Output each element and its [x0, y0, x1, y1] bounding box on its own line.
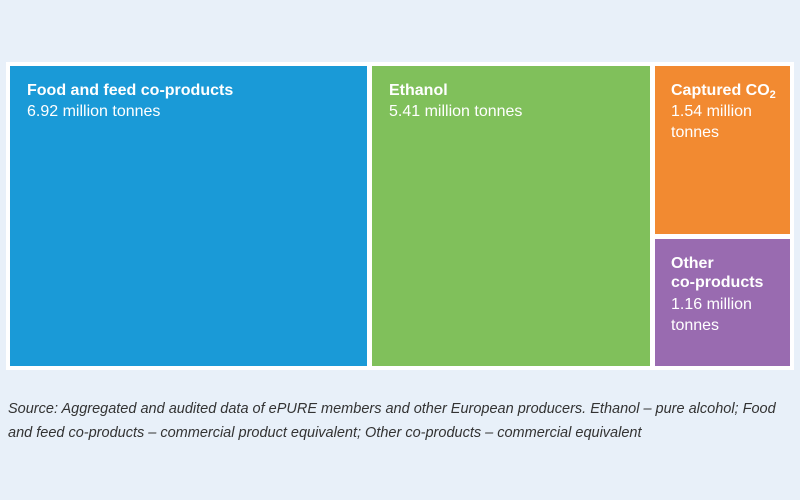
tile-title-ethanol: Ethanol	[389, 82, 448, 99]
tile-value-captured-co2-line: tonnes	[671, 124, 719, 141]
tile-title-captured-co2: Captured CO2	[671, 82, 776, 101]
tile-title-captured-co2-main: Captured CO	[671, 82, 770, 99]
tile-value-captured-co2: 1.54 million tonnes	[671, 103, 752, 141]
tile-food-and-feed: Food and feed co-products 6.92 million t…	[10, 66, 367, 366]
tile-value-other-co-products-line: tonnes	[671, 317, 719, 334]
tile-rect-other-co-products	[655, 239, 790, 366]
tile-rect-food-and-feed	[10, 66, 367, 366]
tile-value-captured-co2-line: 1.54 million	[671, 103, 752, 120]
tile-captured-co2: Captured CO2 1.54 million tonnes	[655, 66, 790, 234]
tile-title-other-co-products-line: Other	[671, 255, 714, 272]
source-note: Source: Aggregated and audited data of e…	[8, 401, 776, 441]
tile-other-co-products: Other co-products 1.16 million tonnes	[655, 239, 790, 366]
tile-rect-ethanol	[372, 66, 650, 366]
tile-title-other-co-products-line: co-products	[671, 274, 764, 291]
tile-rect-captured-co2	[655, 66, 790, 234]
tile-value-other-co-products: 1.16 million tonnes	[671, 296, 752, 334]
tile-ethanol: Ethanol 5.41 million tonnes	[372, 66, 650, 366]
tile-title-food-and-feed: Food and feed co-products	[27, 82, 233, 99]
tile-title-other-co-products: Other co-products	[671, 255, 764, 291]
tile-value-other-co-products-line: 1.16 million	[671, 296, 752, 313]
tile-title-captured-co2-subscript: 2	[770, 89, 776, 101]
tile-value-food-and-feed: 6.92 million tonnes	[27, 103, 160, 120]
tile-value-ethanol: 5.41 million tonnes	[389, 103, 522, 120]
